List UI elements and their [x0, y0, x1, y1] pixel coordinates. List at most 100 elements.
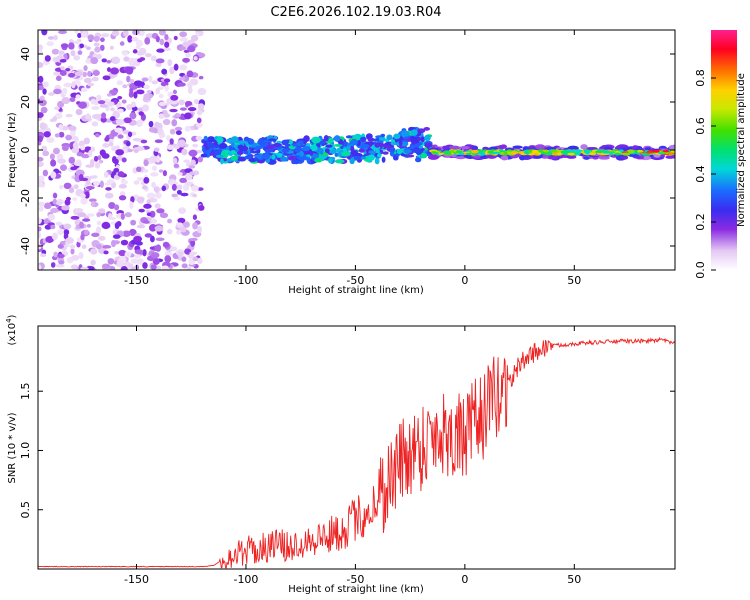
spectrogram-cell: [471, 149, 479, 154]
spectrogram-cell: [78, 213, 86, 217]
spectrogram-cell: [155, 237, 165, 242]
spectrogram-cell: [182, 74, 190, 82]
spectrogram-cell: [158, 169, 164, 173]
spectrogram-cell: [159, 212, 169, 219]
spectrogram-cell: [169, 138, 174, 145]
spectrogram-cell: [143, 177, 150, 184]
spectrogram-cell: [38, 181, 44, 188]
spectrogram-cell: [191, 185, 199, 192]
spectrogram-cell: [409, 144, 416, 149]
spectrogram-cell: [103, 171, 109, 178]
spectrogram-cell: [595, 150, 602, 153]
spectrogram-cell: [108, 265, 116, 270]
spectrogram-cell: [257, 154, 262, 160]
spectrogram-cell: [216, 137, 224, 143]
spectrogram-cell: [42, 169, 49, 177]
spectrogram-cell: [42, 150, 50, 157]
spectrogram-cell: [106, 101, 115, 107]
spectrogram-cell: [71, 81, 76, 89]
spectrogram-cell: [55, 221, 63, 226]
spectrogram-cell: [67, 72, 76, 78]
spectrogram-cell: [136, 258, 144, 265]
spectrogram-cell: [154, 186, 160, 193]
spectrogram-cell: [164, 41, 170, 48]
spectrogram-cell: [51, 48, 60, 55]
colorbar: 0.0 0.2 0.4 0.6 0.8 Normalized spectral ampl…: [694, 30, 747, 279]
spectrogram-cell: [163, 47, 171, 51]
spectrogram-cell: [92, 175, 98, 179]
spectrogram-cell: [105, 187, 112, 191]
spectrogram-cell: [193, 56, 198, 61]
spectrogram-cell: [273, 142, 282, 148]
spectrogram-cell: [518, 155, 526, 161]
spectrogram-cell: [187, 107, 197, 112]
spectrogram-cell: [153, 147, 160, 152]
spectrogram-cell: [491, 151, 501, 155]
spectrogram-cell: [44, 55, 51, 62]
spectrogram-cell: [134, 249, 144, 255]
spectrogram-cell: [500, 155, 509, 161]
spectrogram-cell: [164, 255, 172, 263]
spectrogram-cell: [169, 108, 178, 113]
spectrogram-cell: [78, 101, 87, 109]
spectrogram-cell: [142, 104, 150, 112]
colorbar-tick-label: 0.6: [694, 117, 707, 135]
spectrogram-cell: [42, 81, 49, 88]
spectrogram-cell: [39, 253, 47, 258]
spectrogram-cell: [291, 159, 297, 165]
spectrogram-cell: [150, 172, 159, 177]
spectrogram-cell: [38, 135, 43, 143]
spectrogram-cell: [455, 150, 463, 154]
spectrogram-cell: [389, 147, 396, 152]
spectrogram-cell: [93, 155, 99, 162]
spectrogram-cell: [94, 46, 101, 53]
spectrogram-cell: [148, 75, 153, 83]
spectrogram-cell: [70, 166, 78, 171]
spectrogram-cell: [161, 68, 168, 75]
spectrogram-cell: [142, 249, 147, 257]
spectrogram-cell: [424, 134, 431, 142]
spectrogram-cell: [102, 245, 112, 249]
snr-x-tick-label: -150: [124, 573, 149, 586]
spectrogram-cell: [130, 196, 135, 204]
spectrogram-cell: [621, 152, 631, 156]
spectrogram-cell: [50, 207, 59, 214]
spectrogram-cell: [173, 196, 181, 201]
spectrogram-cell: [163, 78, 171, 83]
spectrogram-cell: [65, 113, 73, 118]
spectrogram-cell: [113, 204, 120, 211]
spectrogram-cell: [85, 181, 91, 185]
spectrogram-cell: [325, 144, 333, 148]
spectrogram-cell: [140, 139, 148, 144]
spectrogram-cell: [230, 136, 239, 143]
spectrogram-cell: [61, 145, 69, 152]
snr-series-line: [38, 336, 675, 569]
spectrogram-cell: [70, 264, 78, 270]
spectrogram-x-tick-label: 50: [567, 274, 581, 287]
spectrogram-cell: [43, 131, 51, 138]
spectrogram-cell: [155, 244, 162, 252]
spectrogram-cell: [80, 266, 89, 270]
spectrogram-cell: [101, 112, 107, 119]
spectrogram-cell: [197, 52, 206, 58]
spectrogram-cell: [106, 67, 111, 72]
spectrogram-cell: [557, 152, 562, 156]
spectrogram-cell: [83, 44, 88, 49]
spectrogram-cell: [146, 212, 152, 217]
spectrogram-cell: [121, 51, 129, 56]
spectrogram-cell: [345, 135, 353, 139]
spectrogram-cell: [78, 251, 84, 259]
spectrogram-cell: [192, 193, 198, 198]
spectrogram-cell: [127, 131, 133, 138]
spectrogram-cell: [142, 220, 150, 224]
spectrogram-cell: [323, 135, 329, 142]
spectrogram-cell: [38, 50, 43, 55]
spectrogram-cell: [64, 198, 71, 206]
spectrogram-cell: [192, 170, 200, 176]
spectrogram-cell: [65, 134, 72, 141]
spectrogram-cell: [51, 232, 58, 241]
spectrogram-cell: [98, 159, 104, 164]
spectrogram-cell: [121, 99, 127, 104]
spectrogram-cell: [93, 35, 100, 42]
spectrogram-cell: [187, 81, 193, 89]
